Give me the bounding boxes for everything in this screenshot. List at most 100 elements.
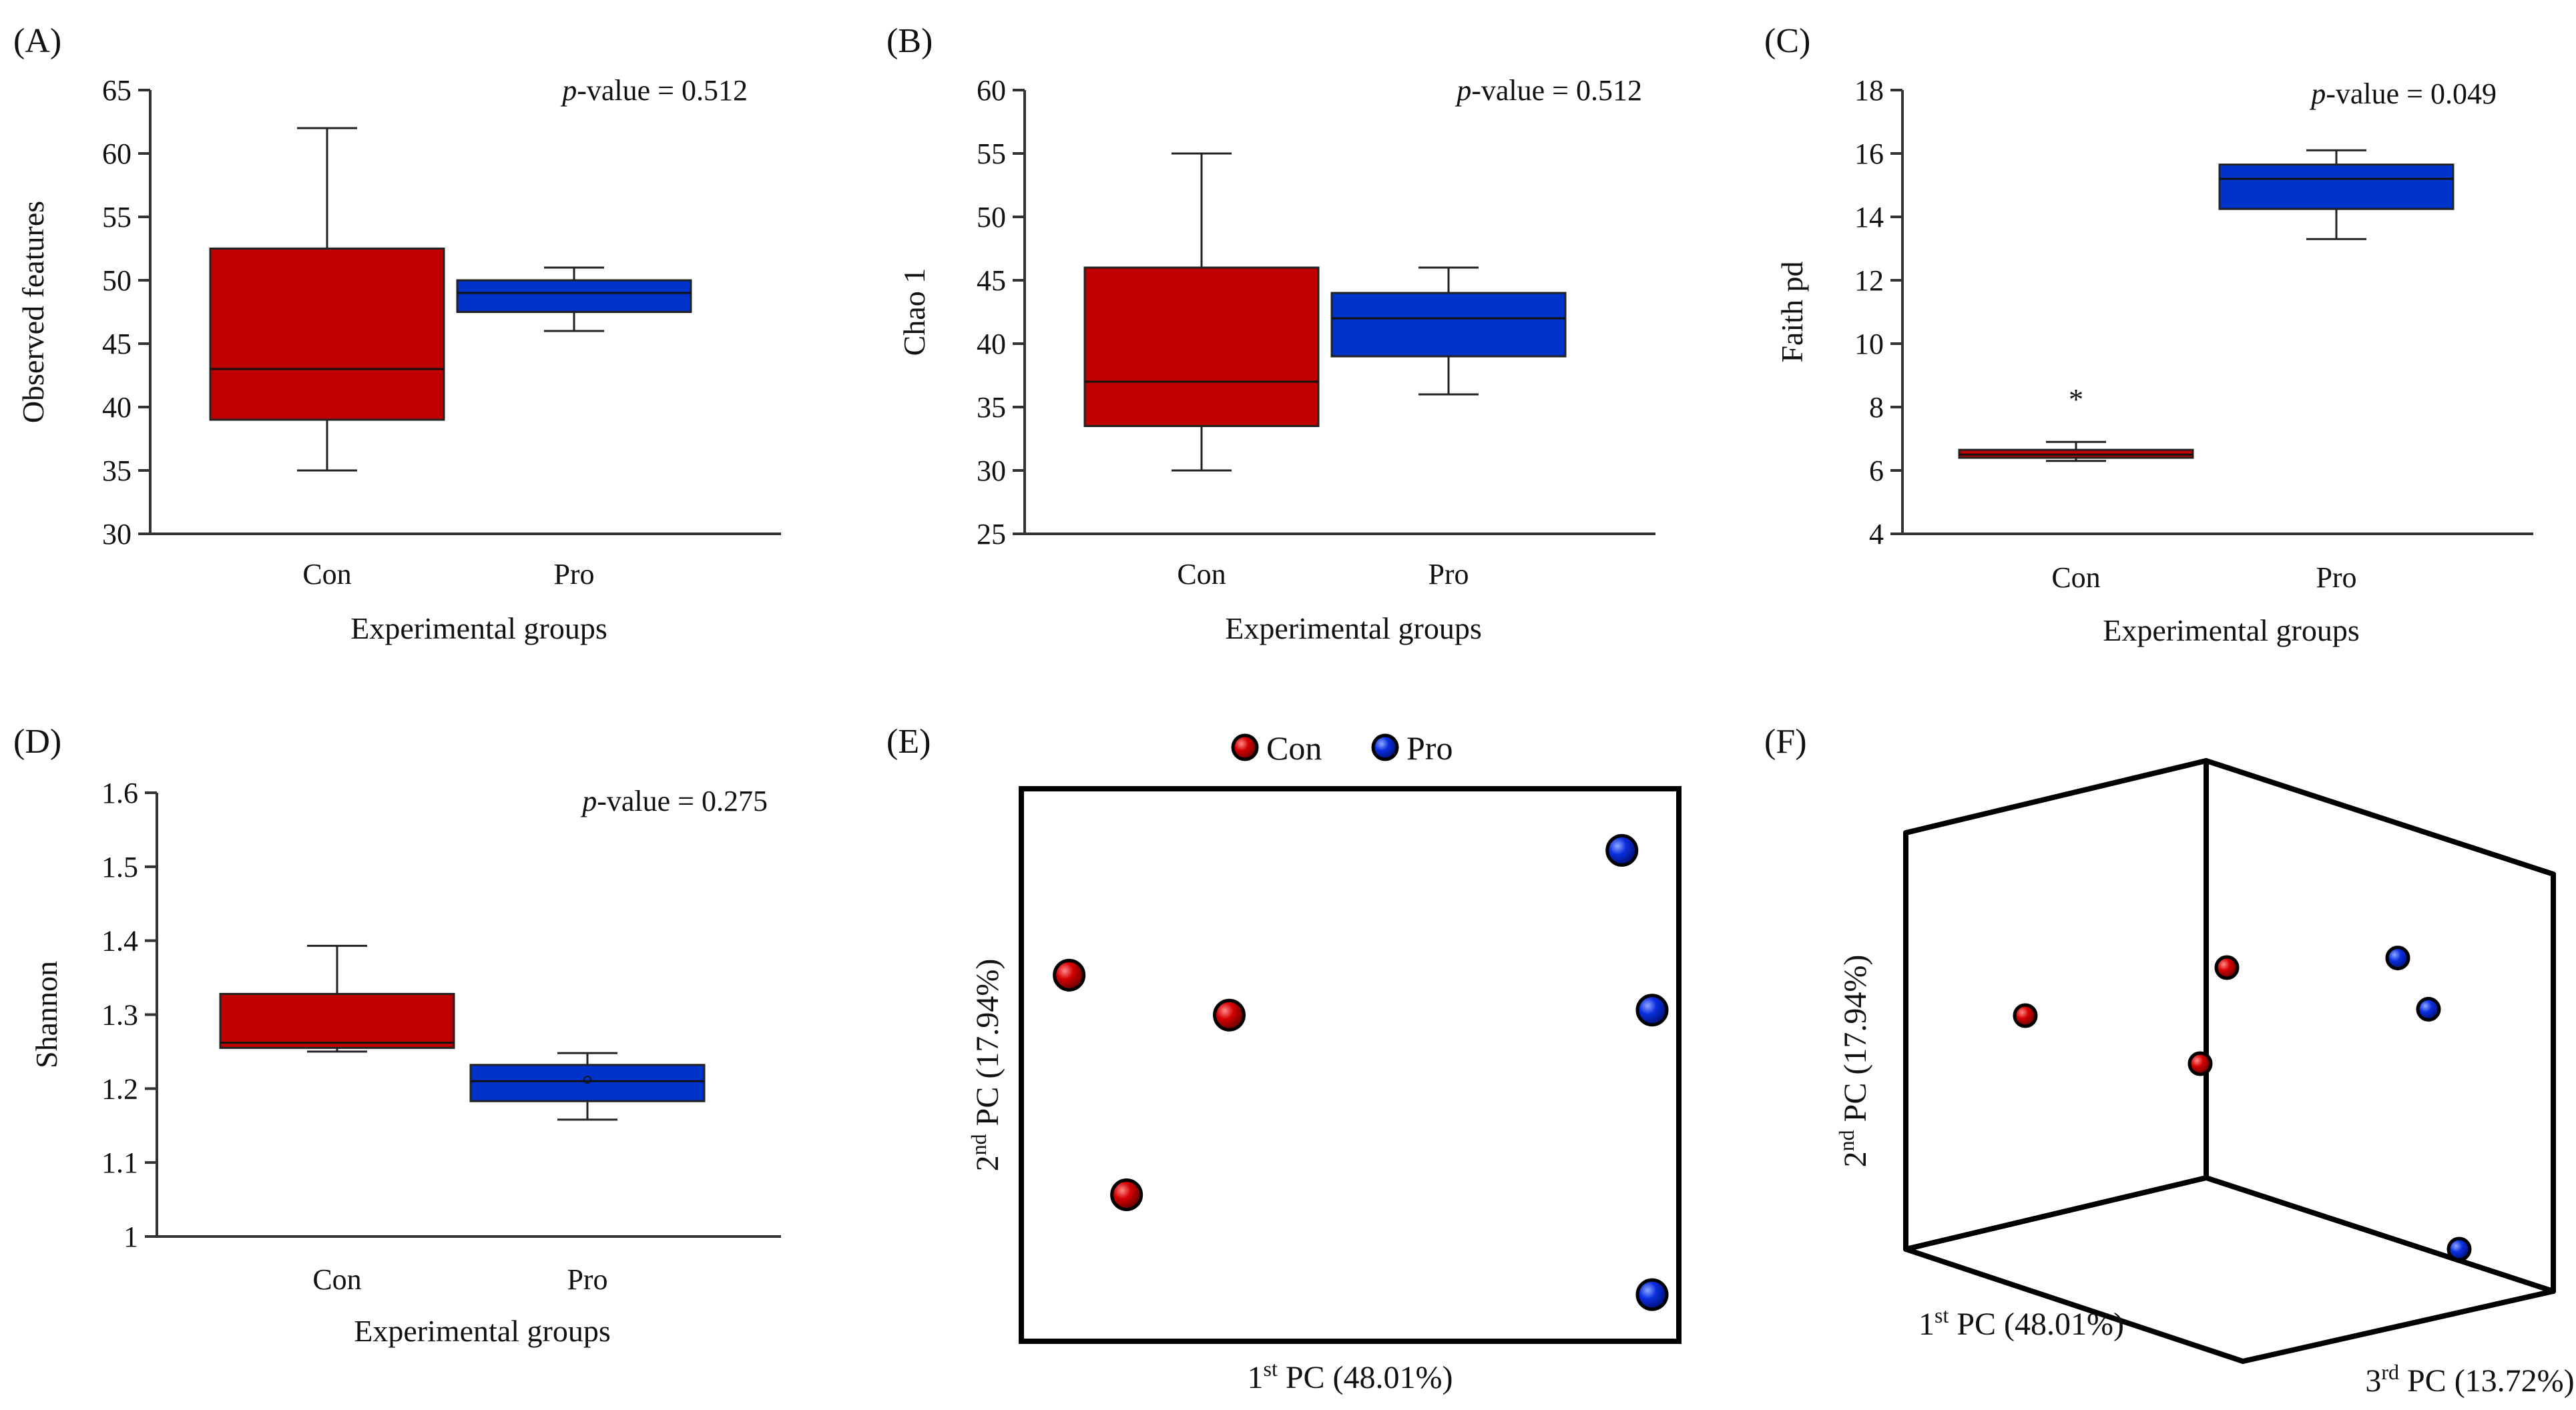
outlier-marker: * <box>2069 383 2083 416</box>
box-pro <box>456 266 692 332</box>
cube-edge <box>1903 758 2209 835</box>
box-iqr <box>1083 266 1320 427</box>
y-tick-label: 45 <box>977 264 1006 297</box>
x-category-label: Pro <box>553 558 594 591</box>
y-tick-label: 55 <box>977 137 1006 170</box>
y-tick-label: 12 <box>1854 264 1884 297</box>
panel-label: (F) <box>1764 723 1807 761</box>
y-tick-label: 40 <box>102 391 132 424</box>
legend-marker-pro <box>1371 733 1399 761</box>
y-tick-label: 4 <box>1869 518 1884 551</box>
y-tick-label: 65 <box>102 74 132 107</box>
y-tick-label: 1.5 <box>101 851 138 884</box>
point-con <box>2013 1003 2038 1028</box>
y-tick-label: 1.2 <box>101 1072 138 1105</box>
x-axis-title: Experimental groups <box>2103 613 2360 647</box>
x-category-label: Con <box>312 1263 361 1296</box>
y-tick-label: 8 <box>1869 391 1884 424</box>
box-con: * <box>1958 383 2194 462</box>
box-pro <box>2218 149 2455 240</box>
cube-edge <box>2204 1175 2556 1294</box>
panel-a: (A) 30 35 40 45 50 55 60 65 Observed features Expe… <box>13 22 781 645</box>
point-con <box>1110 1178 1143 1211</box>
point-pro <box>1635 1278 1669 1311</box>
y-axis-title: Faith pd <box>1775 261 1809 362</box>
point-pro <box>2416 996 2441 1022</box>
y-tick-label: 18 <box>1854 74 1884 107</box>
y-tick-label: 35 <box>102 454 132 487</box>
box-iqr <box>1330 292 1567 358</box>
box-pro <box>1330 266 1567 396</box>
box-con <box>209 127 445 472</box>
y-axis-title: 2nd PC (17.94%) <box>967 959 1005 1172</box>
p-value-annotation: p-value = 0.512 <box>1455 74 1642 107</box>
point-pro <box>2446 1237 2472 1262</box>
y-tick-label: 16 <box>1854 137 1884 170</box>
y-tick-label: 1.4 <box>101 925 138 958</box>
panel-b: (B) 25 30 35 40 45 50 55 60 Chao 1 Experimental gr… <box>886 22 1655 645</box>
box-iqr <box>456 279 692 313</box>
y-tick-label: 50 <box>102 264 132 297</box>
point-con <box>1213 998 1246 1032</box>
point-pro <box>1635 994 1669 1027</box>
y-tick-label: 14 <box>1854 201 1884 234</box>
legend-label: Con <box>1266 729 1322 767</box>
y-tick-label: 1.1 <box>101 1146 138 1179</box>
legend: Con Pro <box>1231 729 1453 767</box>
point-con <box>2214 955 2240 980</box>
x-axis-title: 1st PC (48.01%) <box>1247 1357 1453 1395</box>
x-category-label: Pro <box>567 1263 607 1296</box>
panel-f: (F) 1st PC (48.01%) 3rd PC (13.72%) 2nd PC … <box>1764 723 2575 1399</box>
y-tick-label: 45 <box>102 328 132 360</box>
y-tick-label: 40 <box>977 328 1006 360</box>
panel-c: (C) 4 6 8 10 12 14 16 18 Faith pd Experimental gro… <box>1764 22 2533 647</box>
plot-frame <box>1019 786 1682 1344</box>
box-iqr <box>2218 163 2455 210</box>
box-pro <box>469 1052 706 1121</box>
y-tick-label: 60 <box>977 74 1006 107</box>
panel-label: (C) <box>1764 22 1810 60</box>
p-value-annotation: p-value = 0.049 <box>2309 77 2497 110</box>
y-tick-label: 10 <box>1854 328 1884 360</box>
y-tick-label: 6 <box>1869 454 1884 487</box>
p-value-annotation: p-value = 0.275 <box>580 785 768 817</box>
y-tick-label: 30 <box>977 454 1006 487</box>
x-category-label: Con <box>1177 558 1226 591</box>
y-tick-label: 50 <box>977 201 1006 234</box>
point-pro <box>1605 833 1639 867</box>
box-con <box>1083 152 1320 472</box>
z-axis-title: 3rd PC (13.72%) <box>2365 1360 2574 1399</box>
panel-label: (A) <box>13 22 61 60</box>
cube-edge <box>2204 758 2556 877</box>
point-con <box>1053 958 1086 992</box>
x-category-label: Con <box>2051 561 2100 594</box>
box-iqr <box>219 992 455 1049</box>
panel-label: (D) <box>13 723 61 761</box>
p-value-annotation: p-value = 0.512 <box>560 74 748 107</box>
y-tick-label: 30 <box>102 518 132 551</box>
y-axis-title: Shannon <box>29 961 63 1068</box>
legend-label: Pro <box>1406 729 1453 767</box>
panel-label: (B) <box>886 22 933 60</box>
panel-d: (D) 1 1.1 1.2 1.3 1.4 1.5 1.6 Shannon Experimenta… <box>13 723 781 1348</box>
y-tick-label: 1 <box>123 1220 138 1253</box>
y-tick-label: 1.6 <box>101 777 138 809</box>
point-con <box>2187 1051 2213 1076</box>
y-axis-title: 2nd PC (17.94%) <box>1834 955 1873 1168</box>
x-category-label: Pro <box>2316 561 2356 594</box>
y-tick-label: 55 <box>102 201 132 234</box>
x-axis-title: Experimental groups <box>354 1314 611 1348</box>
x-axis-title: 1st PC (48.01%) <box>1918 1303 2124 1342</box>
mean-marker <box>583 1076 591 1084</box>
panel-label: (E) <box>886 723 931 761</box>
y-axis-title: Observed features <box>16 201 50 423</box>
y-tick-label: 35 <box>977 391 1006 424</box>
cube-edge <box>1903 1175 2209 1252</box>
y-axis-title: Chao 1 <box>897 268 931 356</box>
x-category-label: Con <box>302 558 351 591</box>
y-tick-label: 60 <box>102 137 132 170</box>
legend-marker-con <box>1231 733 1259 761</box>
point-pro <box>2385 946 2410 971</box>
panel-e: (E) Con Pro 1st PC (48.01%) 2nd PC (17.94%) <box>886 723 1682 1395</box>
